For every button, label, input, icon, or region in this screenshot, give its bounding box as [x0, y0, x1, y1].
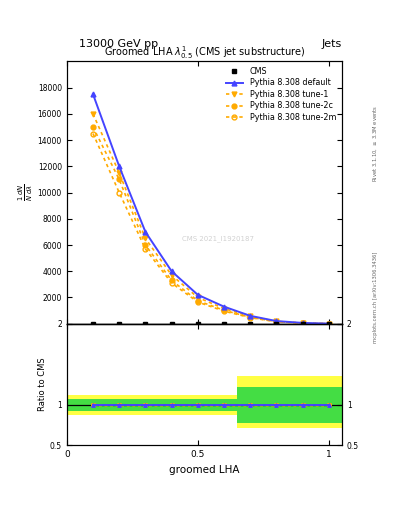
CMS — [274, 321, 279, 327]
CMS — [327, 321, 331, 327]
Pythia 8.308 tune-2m — [274, 318, 279, 325]
Pythia 8.308 default — [91, 91, 95, 97]
Y-axis label: $\frac{1}{N}\frac{dN}{d\lambda}$: $\frac{1}{N}\frac{dN}{d\lambda}$ — [17, 184, 35, 201]
Pythia 8.308 tune-2c — [169, 278, 174, 284]
Pythia 8.308 tune-2m — [143, 246, 148, 252]
Pythia 8.308 tune-2c — [248, 314, 253, 321]
Pythia 8.308 tune-1 — [248, 313, 253, 319]
Pythia 8.308 tune-1 — [327, 321, 331, 327]
Pythia 8.308 tune-1 — [300, 320, 305, 326]
Pythia 8.308 tune-1 — [274, 318, 279, 325]
Pythia 8.308 default — [274, 318, 279, 324]
Line: Pythia 8.308 tune-1: Pythia 8.308 tune-1 — [90, 112, 331, 326]
Pythia 8.308 default — [169, 268, 174, 274]
Text: Rivet 3.1.10, $\geq$ 3.3M events: Rivet 3.1.10, $\geq$ 3.3M events — [371, 105, 379, 182]
Pythia 8.308 tune-1 — [143, 236, 148, 242]
Text: mcplots.cern.ch [arXiv:1306.3436]: mcplots.cern.ch [arXiv:1306.3436] — [373, 251, 378, 343]
Line: Pythia 8.308 tune-2m: Pythia 8.308 tune-2m — [90, 131, 331, 326]
CMS — [143, 321, 148, 327]
Pythia 8.308 tune-2m — [169, 280, 174, 286]
Y-axis label: Ratio to CMS: Ratio to CMS — [38, 358, 47, 411]
Pythia 8.308 tune-2c — [327, 321, 331, 327]
Pythia 8.308 tune-1 — [195, 294, 200, 301]
Text: CMS 2021_I1920187: CMS 2021_I1920187 — [182, 235, 254, 242]
Pythia 8.308 tune-2c — [117, 176, 121, 182]
Line: CMS: CMS — [90, 321, 331, 326]
Legend: CMS, Pythia 8.308 default, Pythia 8.308 tune-1, Pythia 8.308 tune-2c, Pythia 8.3: CMS, Pythia 8.308 default, Pythia 8.308 … — [222, 64, 340, 125]
Pythia 8.308 tune-1 — [169, 272, 174, 278]
Pythia 8.308 tune-2m — [117, 189, 121, 196]
Pythia 8.308 tune-2c — [222, 307, 226, 313]
Pythia 8.308 default — [248, 313, 253, 319]
Text: 13000 GeV pp: 13000 GeV pp — [79, 38, 158, 49]
Text: Jets: Jets — [321, 38, 342, 49]
Pythia 8.308 tune-2m — [327, 321, 331, 327]
Pythia 8.308 default — [327, 321, 331, 327]
Pythia 8.308 tune-2c — [195, 297, 200, 304]
Pythia 8.308 tune-1 — [117, 170, 121, 176]
Pythia 8.308 tune-2m — [195, 299, 200, 305]
Pythia 8.308 tune-1 — [222, 306, 226, 312]
X-axis label: groomed LHA: groomed LHA — [169, 465, 240, 475]
Pythia 8.308 tune-2c — [91, 124, 95, 130]
Pythia 8.308 tune-1 — [91, 111, 95, 117]
Pythia 8.308 default — [222, 304, 226, 310]
Pythia 8.308 default — [300, 320, 305, 326]
Line: Pythia 8.308 default: Pythia 8.308 default — [90, 92, 331, 326]
CMS — [222, 321, 226, 327]
CMS — [117, 321, 121, 327]
Pythia 8.308 default — [117, 163, 121, 169]
CMS — [91, 321, 95, 327]
Title: Groomed LHA $\lambda_{0.5}^{1}$ (CMS jet substructure): Groomed LHA $\lambda_{0.5}^{1}$ (CMS jet… — [104, 45, 305, 61]
Pythia 8.308 tune-2c — [143, 242, 148, 248]
CMS — [248, 321, 253, 327]
CMS — [300, 321, 305, 327]
Pythia 8.308 tune-2c — [274, 318, 279, 325]
Pythia 8.308 tune-2m — [248, 314, 253, 321]
Pythia 8.308 tune-2m — [300, 320, 305, 326]
Pythia 8.308 default — [143, 229, 148, 235]
CMS — [169, 321, 174, 327]
Line: Pythia 8.308 tune-2c: Pythia 8.308 tune-2c — [90, 124, 331, 326]
Pythia 8.308 tune-2m — [91, 131, 95, 137]
Pythia 8.308 default — [195, 292, 200, 298]
Pythia 8.308 tune-2m — [222, 308, 226, 314]
CMS — [195, 321, 200, 327]
Pythia 8.308 tune-2c — [300, 320, 305, 326]
